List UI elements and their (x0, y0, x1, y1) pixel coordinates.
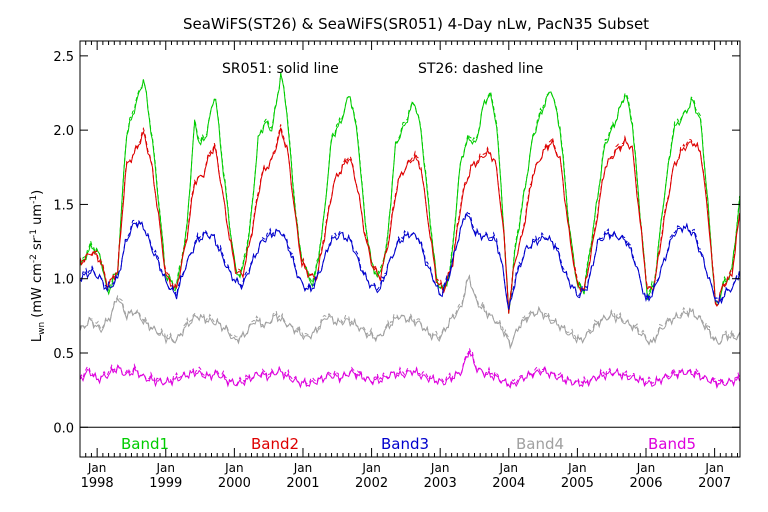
x-tick-year-label: 2006 (629, 476, 662, 491)
x-tick-month-label: Jan (704, 461, 724, 475)
legend-band3: Band3 (381, 435, 429, 453)
x-tick-year-label: 2001 (286, 476, 319, 491)
x-tick-month-label: Jan (87, 461, 107, 475)
x-tick-month-label: Jan (636, 461, 656, 475)
plot-frame (79, 40, 741, 458)
x-tick-month-label: Jan (293, 461, 313, 475)
y-tick-label: 0.0 (53, 421, 74, 436)
ylabel-exponent-1: -2 (29, 254, 39, 263)
x-tick-year-label: 1999 (149, 476, 182, 491)
band5-sr051-solid-line (79, 349, 741, 389)
y-axis-label: Lwn (mW cm-2 sr-1 um-1) (29, 190, 47, 342)
chart-title: SeaWiFS(ST26) & SeaWiFS(SR051) 4-Day nLw… (183, 15, 649, 33)
x-tick-month-label: Jan (156, 461, 176, 475)
y-tick-label: 2.0 (53, 124, 74, 139)
ylabel-units-mid-2: um (30, 204, 45, 229)
legend-band5: Band5 (648, 435, 696, 453)
legend-band4: Band4 (516, 435, 564, 453)
dashed-line-annotation: ST26: dashed line (418, 61, 543, 77)
y-tick-label: 0.5 (53, 347, 74, 362)
x-tick-month-label: Jan (499, 461, 519, 475)
x-tick-year-label: 2000 (218, 476, 251, 491)
ylabel-units-mid-1: sr (30, 237, 45, 254)
band1-sr051-solid-line (79, 73, 741, 314)
ylabel-main: L (30, 334, 45, 342)
legend-band2: Band2 (251, 435, 299, 453)
band2-sr051-solid-line (79, 127, 741, 314)
band4-sr051-solid-line (79, 274, 741, 350)
x-tick-year-label: 2003 (424, 476, 457, 491)
legend-band1: Band1 (121, 435, 169, 453)
x-tick-year-label: 2007 (698, 476, 731, 491)
solid-line-annotation: SR051: solid line (222, 61, 339, 77)
x-tick-year-label: 2002 (355, 476, 388, 491)
y-tick-label: 2.5 (53, 50, 74, 65)
x-tick-year-label: 2005 (561, 476, 594, 491)
ylabel-exponent-3: -1 (29, 195, 39, 204)
band3-sr051-solid-line (79, 212, 741, 310)
ylabel-units-close: ) (30, 190, 45, 195)
svg-text:Lwn (mW cm-2 sr-1 um-1): Lwn (mW cm-2 sr-1 um-1) (29, 190, 47, 342)
x-tick-year-label: 1998 (81, 476, 114, 491)
y-tick-label: 1.0 (53, 273, 74, 288)
y-tick-label: 1.5 (53, 198, 74, 213)
x-tick-month-label: Jan (361, 461, 381, 475)
x-tick-month-label: Jan (567, 461, 587, 475)
ylabel-units-open: (mW cm (30, 263, 45, 322)
ylabel-exponent-2: -1 (29, 229, 39, 238)
x-tick-year-label: 2004 (492, 476, 525, 491)
band1-st26-dashed-line (79, 72, 741, 313)
ylabel-subscript: wn (37, 322, 47, 335)
x-tick-month-label: Jan (224, 461, 244, 475)
x-tick-month-label: Jan (430, 461, 450, 475)
